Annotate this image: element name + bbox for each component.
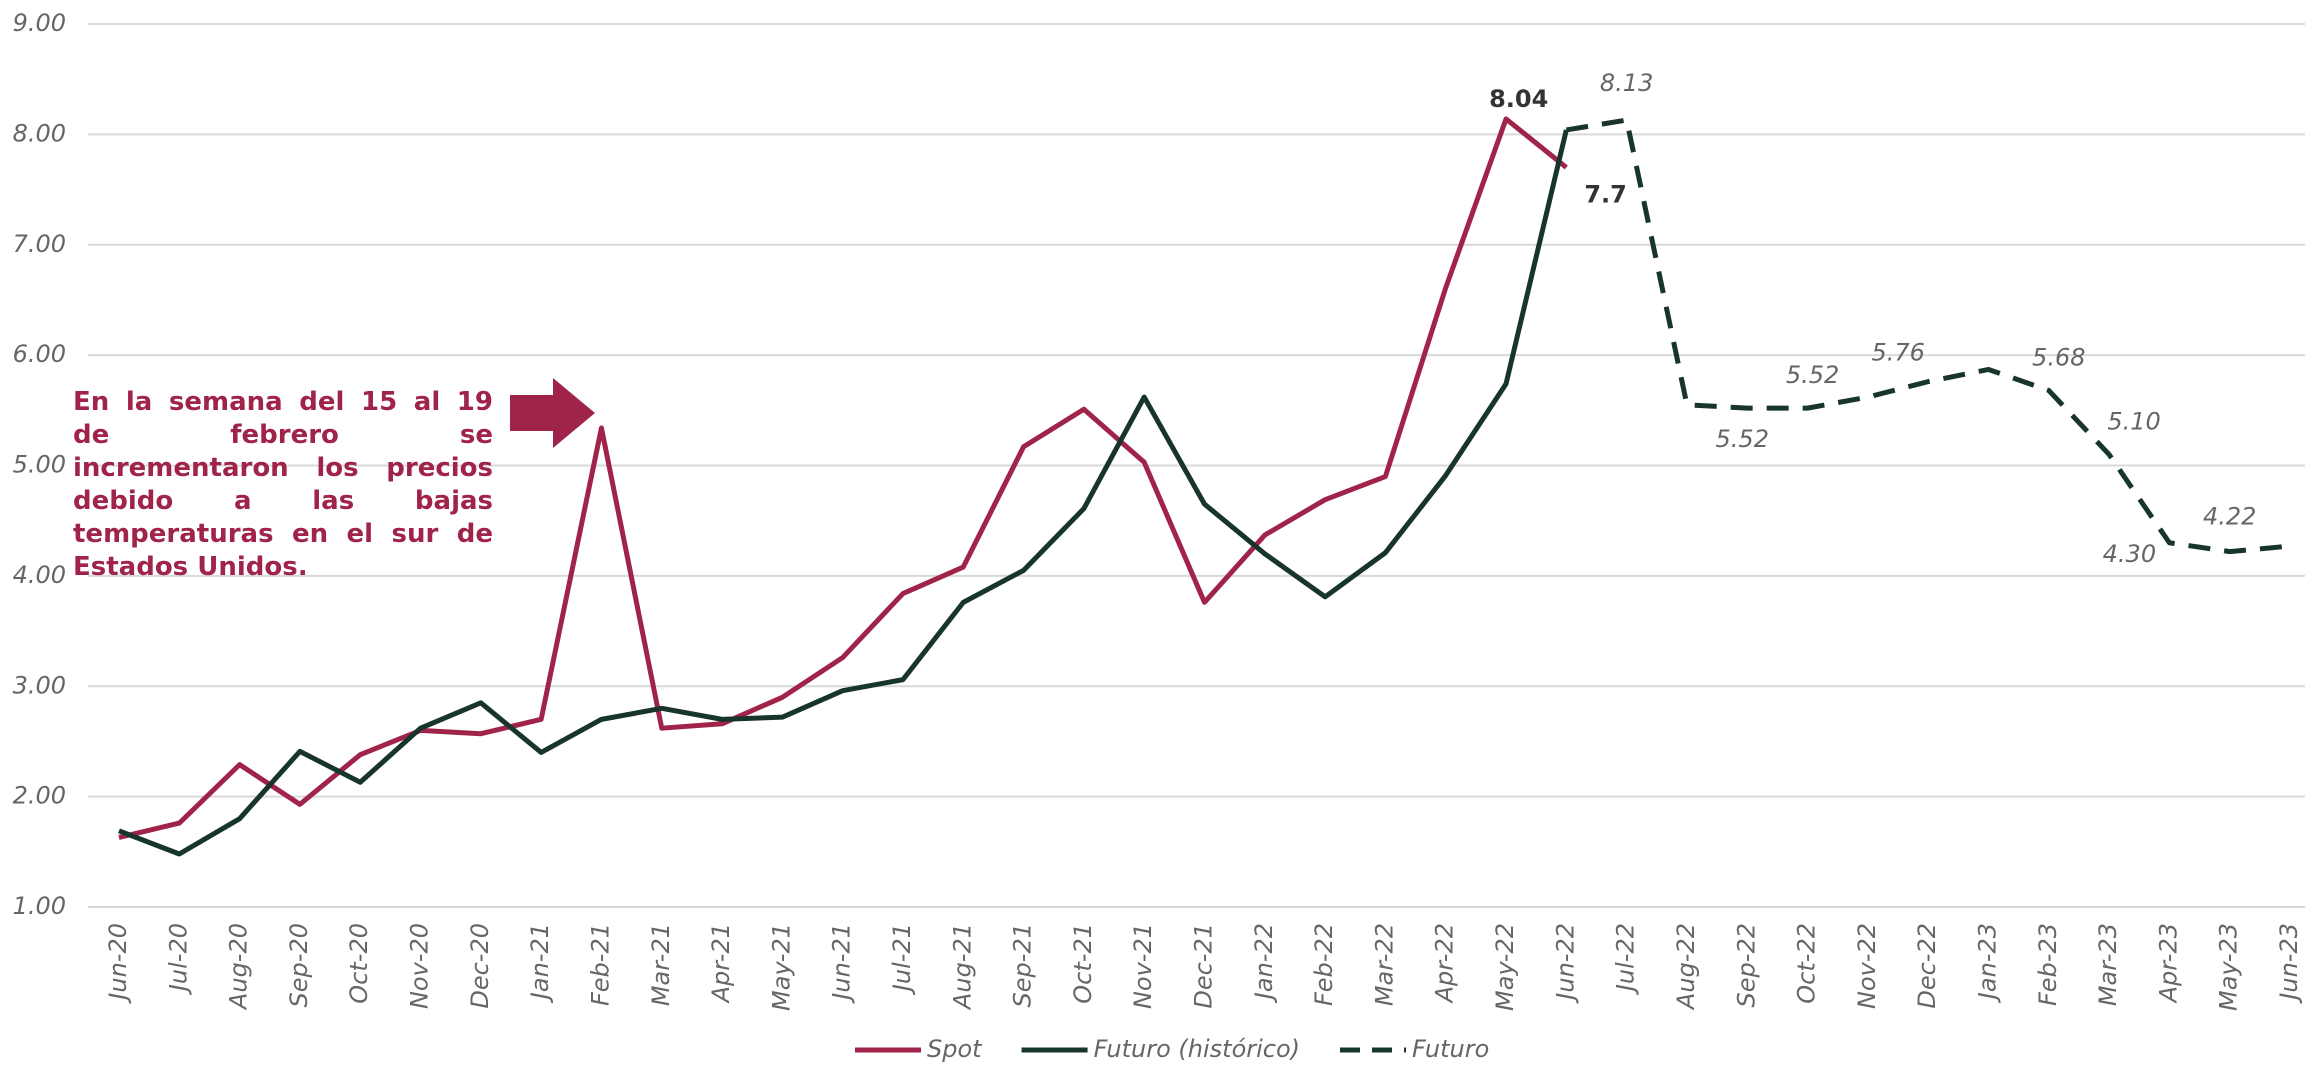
y-tick-label: 9.00 [13, 9, 66, 37]
x-tick-label: Oct-20 [345, 923, 373, 1004]
line-series [1565, 117, 2291, 555]
x-tick-label: Dec-20 [466, 923, 494, 1009]
x-tick-label: May-22 [1491, 923, 1519, 1011]
x-tick-label: Jul-22 [1612, 923, 1640, 995]
x-tick-label: Mar-21 [647, 923, 675, 1006]
y-tick-label: 5.00 [13, 451, 66, 479]
legend-label: Futuro [1412, 1035, 1489, 1063]
annotation: En la semana del 15 al 19 de febrero se … [73, 387, 493, 582]
data-label: 4.30 [2103, 540, 2156, 568]
line-series [118, 116, 1568, 840]
x-tick-label: May-23 [2215, 923, 2243, 1011]
x-tick-label: Jun-23 [2275, 923, 2303, 1004]
x-tick-label: Aug-21 [948, 923, 976, 1011]
y-tick-label: 7.00 [13, 230, 66, 258]
x-tick-label: Sep-21 [1009, 923, 1037, 1007]
x-tick-label: Feb-22 [1310, 923, 1338, 1006]
y-tick-label: 4.00 [13, 561, 66, 589]
data-label: 5.68 [2032, 343, 2085, 371]
line-series [118, 129, 1569, 857]
x-tick-label: Dec-22 [1913, 923, 1941, 1009]
x-tick-label: Jun-20 [104, 923, 132, 1004]
x-tick-label: Jan-21 [526, 923, 554, 1003]
x-tick-label: Feb-21 [586, 923, 614, 1006]
data-label: 7.7 [1584, 180, 1627, 208]
x-tick-label: Nov-20 [406, 923, 434, 1009]
x-tick-label: Jun-22 [1551, 923, 1579, 1004]
x-tick-label: Sep-20 [285, 923, 313, 1007]
x-tick-label: Jan-22 [1250, 923, 1278, 1003]
data-label: 5.52 [1786, 361, 1839, 389]
legend-label: Futuro (histórico) [1094, 1035, 1300, 1063]
x-tick-label: Oct-22 [1793, 923, 1821, 1004]
x-tick-label: Dec-21 [1190, 923, 1218, 1009]
x-tick-label: Nov-22 [1853, 923, 1881, 1009]
y-tick-label: 1.00 [13, 892, 66, 920]
x-tick-label: Jun-21 [828, 923, 856, 1004]
x-tick-label: Apr-23 [2154, 923, 2182, 1004]
x-tick-label: Jul-21 [888, 923, 916, 995]
data-label: 5.76 [1871, 339, 1924, 367]
y-tick-label: 8.00 [13, 119, 66, 147]
x-tick-label: Aug-20 [225, 923, 253, 1011]
x-tick-label: Sep-22 [1732, 923, 1760, 1007]
data-label: 8.04 [1489, 85, 1548, 113]
annotation-arrow [510, 378, 595, 448]
x-tick-label: Jan-23 [1973, 923, 2001, 1003]
x-tick-label: Feb-23 [2034, 923, 2062, 1006]
x-tick-label: Oct-21 [1069, 923, 1097, 1004]
x-tick-label: Mar-23 [2094, 923, 2122, 1006]
x-tick-label: Apr-21 [707, 923, 735, 1004]
y-tick-label: 6.00 [13, 340, 66, 368]
x-tick-label: Jul-20 [164, 923, 192, 995]
x-tick-label: Nov-21 [1129, 923, 1157, 1009]
y-tick-label: 3.00 [13, 671, 66, 699]
x-tick-label: Mar-22 [1370, 923, 1398, 1006]
y-tick-label: 2.00 [13, 782, 66, 810]
x-tick-label: May-21 [767, 923, 795, 1011]
x-tick-label: Apr-22 [1431, 923, 1459, 1004]
data-label: 5.10 [2107, 407, 2160, 435]
data-label: 8.13 [1600, 69, 1653, 97]
x-tick-label: Aug-22 [1672, 923, 1700, 1011]
data-label: 5.52 [1716, 425, 1769, 453]
legend-label: Spot [927, 1035, 983, 1063]
data-label: 4.22 [2203, 503, 2256, 531]
